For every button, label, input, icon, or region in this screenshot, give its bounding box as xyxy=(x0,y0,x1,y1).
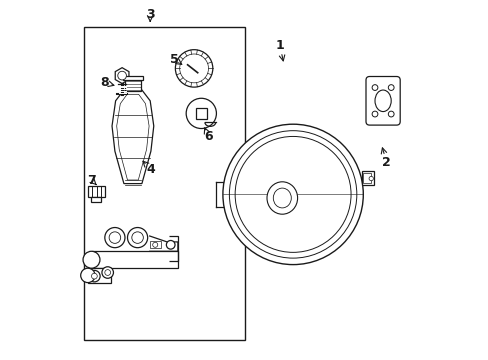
Bar xyxy=(122,76,142,80)
Circle shape xyxy=(371,111,377,117)
Circle shape xyxy=(179,54,208,83)
Text: 6: 6 xyxy=(204,130,212,143)
Circle shape xyxy=(81,268,95,283)
Circle shape xyxy=(88,270,100,282)
Circle shape xyxy=(91,273,97,279)
Circle shape xyxy=(152,242,158,247)
Polygon shape xyxy=(115,68,129,84)
Circle shape xyxy=(186,98,216,129)
Text: 1: 1 xyxy=(275,39,284,51)
Polygon shape xyxy=(195,108,206,119)
Circle shape xyxy=(387,111,393,117)
Circle shape xyxy=(109,232,121,243)
Bar xyxy=(91,197,101,202)
Circle shape xyxy=(223,124,363,265)
Bar xyxy=(363,173,370,183)
Circle shape xyxy=(127,228,147,248)
Text: 3: 3 xyxy=(145,8,154,21)
Circle shape xyxy=(371,85,377,90)
Text: 8: 8 xyxy=(101,76,109,89)
Text: 5: 5 xyxy=(169,53,178,66)
Bar xyxy=(361,171,373,185)
Ellipse shape xyxy=(273,188,291,208)
Bar xyxy=(125,78,141,91)
Circle shape xyxy=(387,85,393,90)
Circle shape xyxy=(83,251,100,268)
Circle shape xyxy=(175,50,212,87)
Circle shape xyxy=(104,228,125,248)
Text: 7: 7 xyxy=(87,174,96,186)
Circle shape xyxy=(368,176,373,181)
Ellipse shape xyxy=(266,182,297,214)
Circle shape xyxy=(104,270,110,275)
Bar xyxy=(87,186,104,197)
PathPatch shape xyxy=(112,90,153,184)
Ellipse shape xyxy=(374,90,390,112)
Circle shape xyxy=(132,232,143,243)
FancyBboxPatch shape xyxy=(365,77,399,125)
Circle shape xyxy=(166,240,175,249)
Circle shape xyxy=(102,267,113,278)
Bar xyxy=(84,27,244,340)
Circle shape xyxy=(118,71,126,80)
Text: 4: 4 xyxy=(146,163,155,176)
Text: 2: 2 xyxy=(382,156,390,169)
Bar xyxy=(91,251,178,268)
Bar xyxy=(88,268,111,283)
Bar xyxy=(149,241,160,248)
